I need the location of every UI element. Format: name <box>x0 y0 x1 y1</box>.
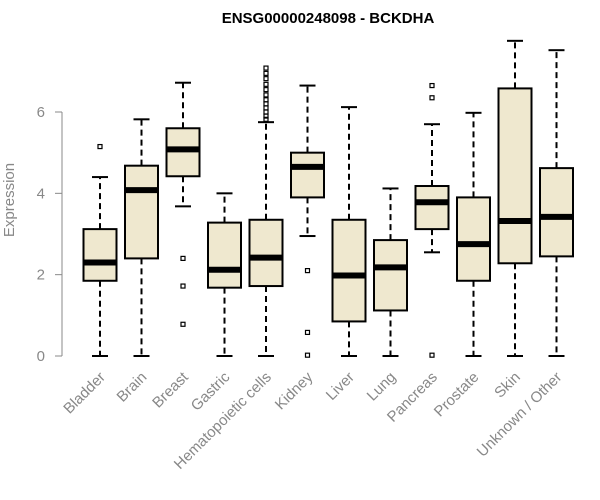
outlier-point <box>429 95 435 101</box>
outlier-point <box>263 87 269 93</box>
iqr-box <box>497 87 533 265</box>
outlier-point <box>263 116 269 122</box>
chart-title: ENSG00000248098 - BCKDHA <box>222 10 435 27</box>
outlier-point <box>263 109 269 115</box>
x-tick-label: Breast <box>149 368 192 411</box>
outlier-point <box>429 82 435 89</box>
outlier-point <box>263 92 269 98</box>
outlier-point <box>263 97 269 103</box>
outlier-point <box>180 255 186 261</box>
outlier-point <box>304 352 311 358</box>
iqr-box <box>373 239 408 312</box>
iqr-box <box>290 151 325 199</box>
box-kidney <box>290 84 325 358</box>
iqr-box <box>331 218 367 323</box>
box-skin <box>497 39 533 357</box>
box-gastric <box>207 192 242 357</box>
x-tick-label: Liver <box>323 369 358 404</box>
outlier-point <box>180 283 186 289</box>
x-tick-label: Prostate <box>431 369 483 421</box>
box-unknown-other <box>539 49 574 357</box>
y-axis: 0 2 4 6 <box>37 104 63 365</box>
y-tick-label: 6 <box>37 104 45 121</box>
box-bladder <box>82 143 118 357</box>
x-tick-label: Bladder <box>60 369 109 418</box>
x-tick-label: Skin <box>491 369 524 402</box>
outlier-point <box>304 329 311 336</box>
boxes-group <box>82 39 574 358</box>
box-prostate <box>456 111 491 357</box>
x-tick-label: Kidney <box>272 368 317 413</box>
outlier-point <box>263 101 269 107</box>
outlier-point <box>429 352 435 358</box>
iqr-box <box>207 221 242 289</box>
outlier-point <box>263 113 269 119</box>
box-breast <box>165 81 201 327</box>
y-tick-label: 4 <box>37 185 45 202</box>
box-pancreas <box>414 82 450 358</box>
y-tick-label: 2 <box>37 267 45 284</box>
outlier-point <box>180 321 186 327</box>
outlier-point <box>304 268 311 274</box>
iqr-box <box>124 164 159 260</box>
iqr-box <box>82 228 118 282</box>
outlier-point <box>263 105 269 111</box>
box-liver <box>331 106 367 357</box>
x-tick-label: Lung <box>364 369 400 405</box>
box-lung <box>373 187 408 357</box>
y-axis-label: Expression <box>1 163 18 237</box>
outlier-point <box>97 143 103 150</box>
box-hematopoietic-cells <box>248 65 284 357</box>
iqr-box <box>248 218 284 288</box>
iqr-box <box>456 196 491 282</box>
iqr-box <box>414 185 450 231</box>
outlier-point <box>263 76 269 82</box>
outlier-point <box>263 65 269 71</box>
outlier-point <box>263 81 269 87</box>
outlier-point <box>263 70 269 76</box>
x-tick-label: Brain <box>114 369 151 406</box>
box-brain <box>124 118 159 357</box>
y-tick-label: 0 <box>37 348 45 365</box>
iqr-box <box>539 167 574 258</box>
